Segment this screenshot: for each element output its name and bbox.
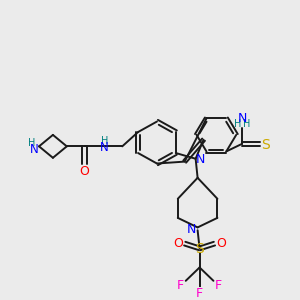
- Text: H: H: [243, 119, 251, 129]
- Text: F: F: [196, 287, 203, 300]
- Text: F: F: [215, 279, 222, 292]
- Text: N: N: [187, 223, 196, 236]
- Text: O: O: [216, 237, 226, 250]
- Text: N: N: [238, 112, 247, 125]
- Text: H: H: [101, 136, 108, 146]
- Text: N: N: [100, 141, 109, 154]
- Text: F: F: [177, 279, 184, 292]
- Text: S: S: [195, 242, 204, 256]
- Text: H: H: [235, 119, 242, 129]
- Text: O: O: [80, 165, 89, 178]
- Text: N: N: [196, 153, 205, 166]
- Text: H: H: [28, 137, 36, 148]
- Text: S: S: [262, 138, 270, 152]
- Text: N: N: [30, 143, 38, 156]
- Text: O: O: [173, 237, 183, 250]
